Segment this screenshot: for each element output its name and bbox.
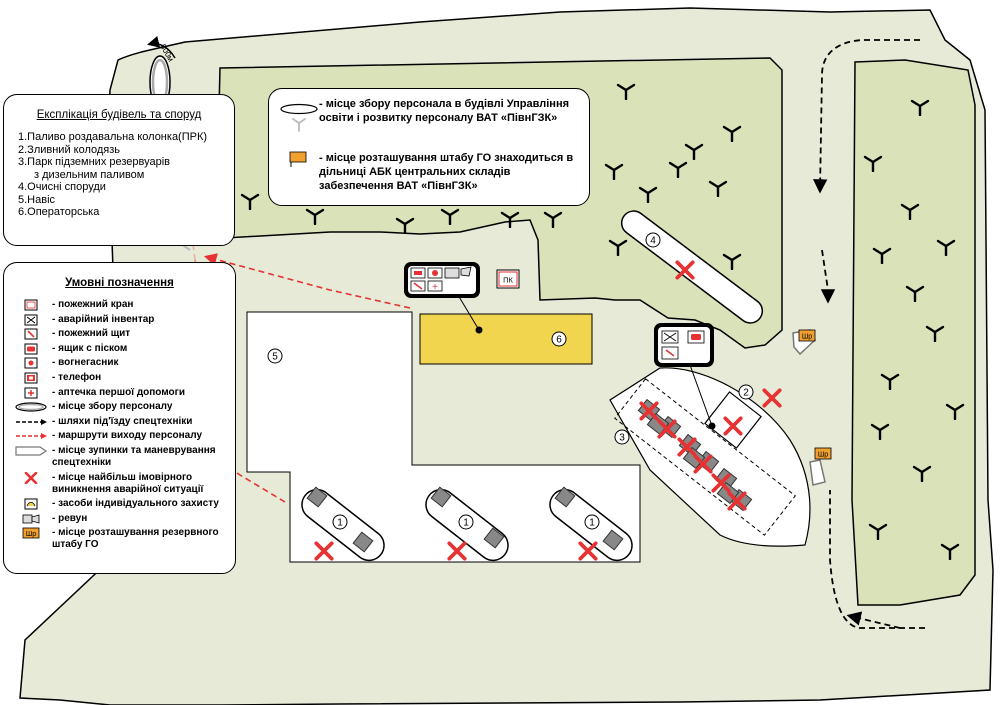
protection-means-icon [10,498,52,510]
fire-equipment-panel: + [404,262,480,298]
legend-item: - телефон [10,372,229,384]
note-hq-text: - місце розташування штабу ГО знаходитьс… [319,152,574,192]
building-number-label: 1 [589,518,595,529]
building-number-label: 5 [272,352,278,363]
canopy-building [246,311,641,563]
building-number-label: 1 [463,518,469,529]
legend-item: - ящик с піском [10,343,229,355]
flag-code: Шр [802,334,812,341]
legend-item: - засоби індивідуального захисту [10,498,229,510]
legend-item: - ревун [10,513,229,525]
legend-item: - пожежний кран [10,299,229,311]
assembly-point-icon [279,103,319,136]
exit-route-icon [10,430,52,442]
emergency-tools-icon [10,314,52,326]
fire-board-icon [10,328,52,340]
explication-item: 5.Навіс [18,193,56,206]
danger-cross-icon [10,471,52,484]
building-number-label: 3 [619,433,625,444]
building-number-label: 2 [743,388,749,399]
explication-item: 4.Очисні споруди [18,181,106,193]
legend-item: - місце найбільш імовірного виникнення а… [10,471,229,496]
reserve-hq-flag-icon: Шр [10,527,52,539]
explication-item: 6.Операторська [18,206,100,218]
explication-title: Експлікація будівель та споруд [36,109,202,121]
legend-item: - аварійний інвентар [10,314,229,326]
explication-box: Експлікація будівель та споруд 1.Паливо … [3,94,235,246]
sand-box-icon [10,343,52,355]
hq-flag-icon [289,151,309,170]
legend-item: - шляхи під'їзду спецтехніки [10,416,229,428]
fire-hydrant-icon [10,299,52,311]
first-aid-icon [10,387,52,399]
building-number-label: 1 [337,518,343,529]
assembly-point-icon [10,401,52,413]
legend-item: - місце зупинки та маневрування спецтехн… [10,445,229,469]
siren-icon [10,513,52,525]
note-assembly-text: - місце збору персонала в будівлі Управл… [319,98,570,124]
legend-title: Умовні позначення [65,277,174,289]
vehicle-routes [812,39,925,629]
svg-text:Шр: Шр [26,531,36,538]
explication-item: 2.Зливний колодязь [18,143,121,156]
legend-item: - аптечка першої допомоги [10,387,229,399]
drain-well [704,391,762,449]
legend-item: - місце збору персоналу [10,401,229,413]
fire-hydrant-marker: ПК [496,269,520,289]
phone-icon [10,372,52,384]
building-number-label: 6 [556,335,562,346]
legend-item: Шр - місце розташування резервного штабу… [10,527,229,551]
parking-areas: Шр Шр [792,329,832,486]
building-number-label: 4 [650,236,656,247]
legend-item: - маршрути виходу персоналу [10,430,229,442]
parking-area-icon [10,445,52,457]
extinguisher-icon [10,357,52,369]
explication-item: 3.Парк підземних резервуарів [18,156,171,168]
fire-hydrant-code: ПК [503,276,513,285]
svg-text:+: + [432,282,438,293]
flag-code: Шр [818,452,828,459]
tank-equipment-panel [654,323,714,367]
legend-box: Умовні позначення - пожежний кран - авар… [3,262,236,574]
tank-park-dashed-zone [614,378,796,536]
note-box: - місце збору персонала в будівлі Управл… [268,88,590,206]
explication-item: 1.Паливо роздавальна колонка(ПРК) [18,131,208,143]
legend-item: - вогнегасник [10,357,229,369]
building-numbers: 1 1 1 2 3 4 5 6 [267,232,754,530]
legend-item: - пожежний щит [10,328,229,340]
forest-area-east [851,59,976,606]
vehicle-route-icon [10,416,52,428]
distance-arrow [147,36,176,59]
explication-item: з дизельним паливом [34,168,145,181]
